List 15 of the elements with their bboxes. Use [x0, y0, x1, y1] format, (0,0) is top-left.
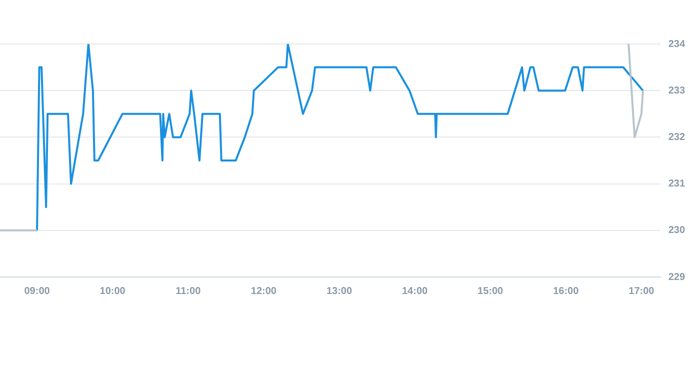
y-tick-label: 229 — [668, 272, 686, 283]
y-tick-label: 233 — [668, 85, 686, 96]
y-tick-label: 234 — [668, 38, 686, 50]
x-tick-label: 11:00 — [176, 286, 202, 297]
x-tick-label: 15:00 — [478, 286, 504, 297]
x-tick-label: 13:00 — [326, 286, 352, 297]
y-tick-label: 231 — [668, 178, 686, 190]
x-tick-label: 09:00 — [24, 286, 50, 297]
x-tick-label: 17:00 — [628, 286, 655, 297]
y-tick-label: 230 — [668, 225, 686, 236]
y-tick-label: 232 — [668, 132, 686, 143]
x-tick-label: 10:00 — [100, 286, 126, 297]
x-tick-label: 16:00 — [553, 286, 580, 297]
x-tick-label: 14:00 — [402, 286, 428, 297]
x-tick-label: 12:00 — [250, 286, 277, 297]
